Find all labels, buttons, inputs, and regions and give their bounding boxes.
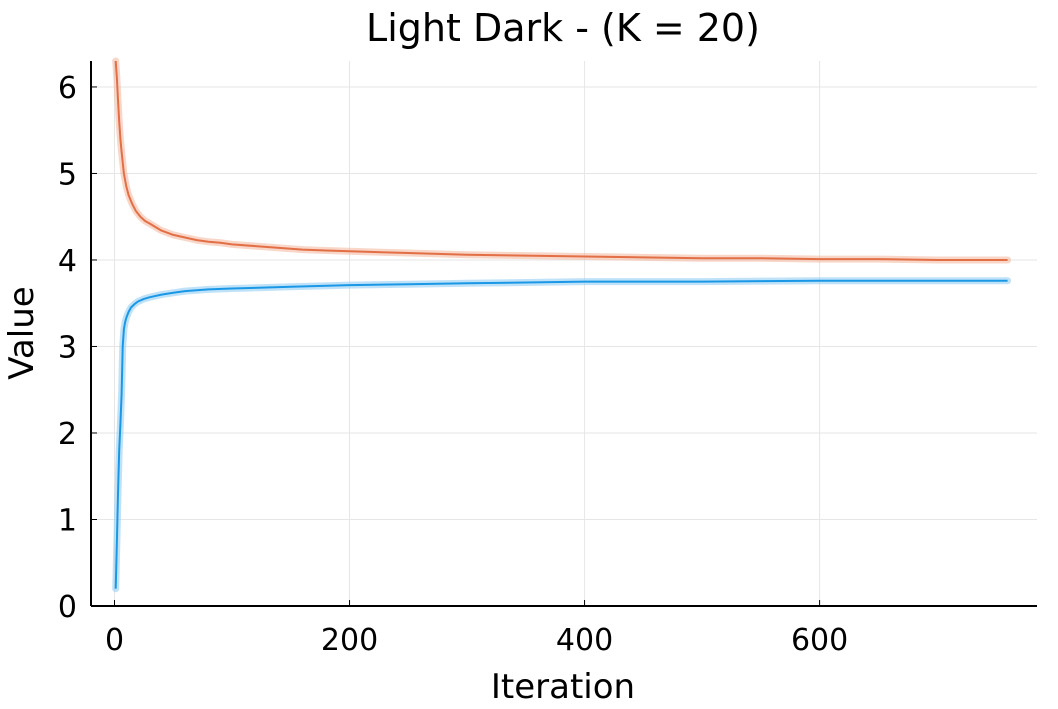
y-tick-label: 0: [58, 590, 77, 625]
x-axis-label: Iteration: [491, 667, 635, 705]
y-tick-label: 6: [58, 71, 77, 106]
x-tick-label: 400: [556, 623, 613, 658]
series-bands: [112, 57, 1012, 593]
series-line: [114, 60, 1008, 261]
series-band: [112, 57, 1012, 264]
x-tick-label: 200: [321, 623, 378, 658]
y-tick-label: 1: [58, 503, 77, 538]
tick-labels: 0 200 400 600 0 1 2 3 4 5 6: [58, 71, 848, 658]
chart-title: Light Dark - (K = 20): [366, 6, 760, 50]
series-lines: [114, 60, 1008, 589]
series-band: [112, 277, 1012, 593]
series-line: [114, 279, 1008, 589]
x-tick-label: 0: [105, 623, 124, 658]
y-tick-label: 5: [58, 157, 77, 192]
y-axis-label: Value: [2, 286, 42, 379]
x-tick-label: 600: [791, 623, 848, 658]
y-tick-label: 2: [58, 417, 77, 452]
y-tick-label: 3: [58, 330, 77, 365]
y-tick-label: 4: [58, 244, 77, 279]
grid-lines: [91, 61, 1037, 607]
axes: [90, 61, 1037, 607]
